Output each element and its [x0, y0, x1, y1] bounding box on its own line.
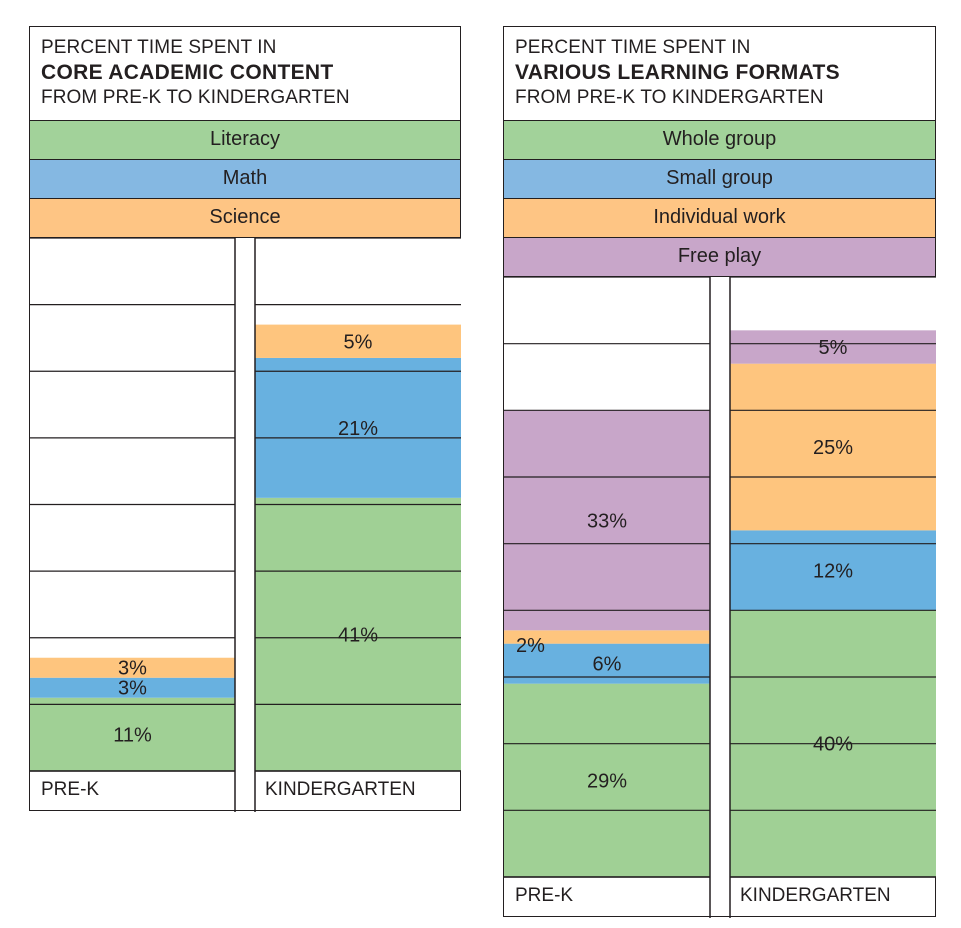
chart-title-line-2: VARIOUS LEARNING FORMATS: [515, 61, 840, 84]
data-label-whole-group-pre-k: 29%: [587, 770, 627, 792]
stacked-bar-chart-core-academic: 11% 41% 3% 21% 3% 5%: [30, 237, 461, 812]
data-label-literacy-kindergarten: 41%: [338, 624, 378, 646]
data-label-literacy-pre-k: 11%: [113, 724, 152, 746]
x-tick-label-kindergarten: KINDERGARTEN: [265, 779, 416, 800]
legend-item-science: Science: [30, 199, 460, 238]
bar-individual-work-kindergarten: [730, 363, 936, 531]
data-label-free-play-pre-k: 33%: [587, 510, 627, 532]
data-label-science-pre-k: 3%: [118, 658, 147, 680]
bar-free-play-pre-k: [504, 410, 710, 631]
data-label-whole-group-kindergarten: 40%: [813, 734, 853, 756]
data-label-small-group-pre-k: 6%: [593, 654, 622, 676]
legend-item-whole-group: Whole group: [504, 121, 935, 160]
bar-science-pre-k: [30, 657, 235, 678]
legend-item-free-play: Free play: [504, 238, 935, 277]
bar-math-kindergarten: [255, 357, 461, 498]
chart-panel-core-academic: PERCENT TIME SPENT IN CORE ACADEMIC CONT…: [29, 26, 461, 812]
chart-title-line-1: PERCENT TIME SPENT IN: [515, 37, 751, 58]
chart-title-line-1: PERCENT TIME SPENT IN: [41, 37, 277, 58]
legend-item-individual-work: Individual work: [504, 199, 935, 238]
bar-whole-group-pre-k: [504, 683, 710, 877]
x-tick-label-pre-k: PRE-K: [515, 885, 574, 906]
x-tick-label-pre-k: PRE-K: [41, 779, 100, 800]
bar-science-kindergarten: [255, 324, 461, 358]
legend-item-literacy: Literacy: [30, 121, 460, 160]
data-label-individual-work-pre-k: 2%: [516, 635, 545, 657]
chart-title-block: PERCENT TIME SPENT IN VARIOUS LEARNING F…: [504, 27, 935, 121]
bar-literacy-pre-k: [30, 697, 235, 771]
data-label-free-play-kindergarten: 5%: [819, 337, 848, 359]
chart-title-line-2: CORE ACADEMIC CONTENT: [41, 61, 334, 84]
chart-panel-learning-formats: PERCENT TIME SPENT IN VARIOUS LEARNING F…: [503, 26, 936, 918]
data-label-math-kindergarten: 21%: [338, 418, 378, 440]
bar-free-play-kindergarten: [730, 330, 936, 364]
legend-item-math: Math: [30, 160, 460, 199]
data-label-science-kindergarten: 5%: [344, 331, 373, 353]
data-label-math-pre-k: 3%: [118, 678, 147, 700]
chart-title-block: PERCENT TIME SPENT IN CORE ACADEMIC CONT…: [30, 27, 460, 121]
bar-math-pre-k: [30, 677, 235, 698]
x-tick-label-kindergarten: KINDERGARTEN: [740, 885, 891, 906]
bar-individual-work-pre-k: [504, 630, 710, 644]
stacked-bar-chart-learning-formats: 29% 40% 6% 12% 2% 25% 33% 5%: [504, 276, 936, 918]
legend-item-small-group: Small group: [504, 160, 935, 199]
data-label-small-group-kindergarten: 12%: [813, 560, 853, 582]
chart-title-line-3: FROM PRE-K TO KINDERGARTEN: [515, 87, 824, 108]
chart-title-line-3: FROM PRE-K TO KINDERGARTEN: [41, 87, 350, 108]
bar-literacy-kindergarten: [255, 497, 461, 771]
data-label-individual-work-kindergarten: 25%: [813, 437, 853, 459]
